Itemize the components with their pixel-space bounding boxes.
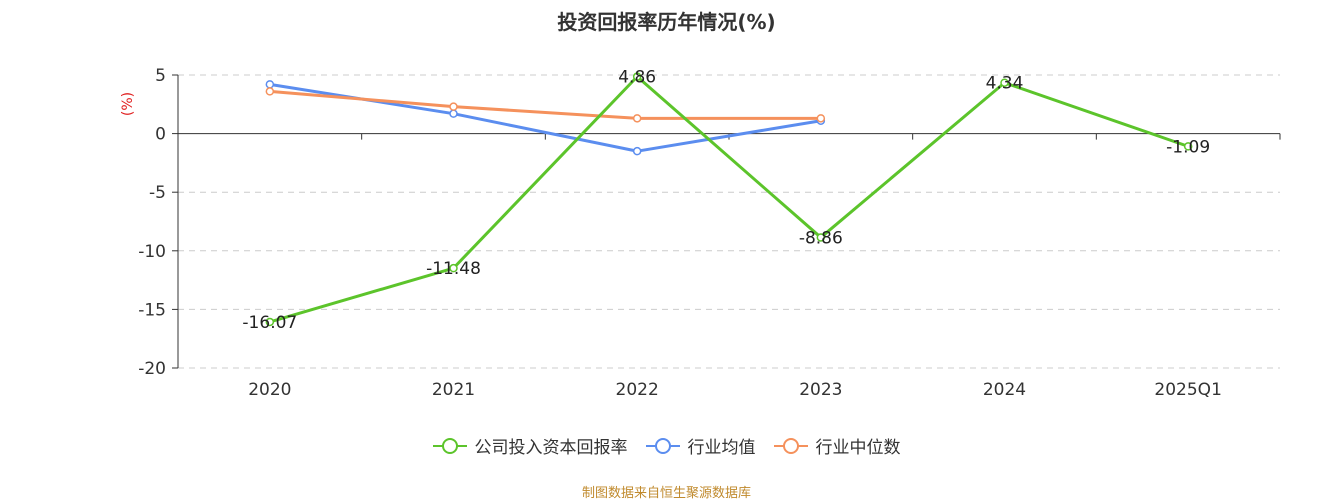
data-point[interactable] — [1000, 78, 1009, 87]
y-tick-label: -10 — [138, 242, 166, 262]
data-point[interactable] — [265, 80, 275, 89]
legend-marker-icon — [432, 437, 467, 454]
data-point[interactable] — [449, 263, 458, 273]
data-label: 4.86 — [618, 68, 656, 88]
y-tick-label: 5 — [155, 66, 166, 86]
x-tick-label: 2020 — [248, 380, 291, 400]
data-point[interactable] — [449, 102, 458, 111]
legend: 公司投入资本回报率 行业均值 行业中位数 — [0, 433, 1333, 458]
data-labels: -16.07 -11.48 4.86 -8.86 4.34 -1.09 — [242, 68, 1210, 333]
y-axis-label: (%) — [120, 92, 136, 116]
data-label: -16.07 — [242, 313, 297, 333]
y-tick-label: -15 — [138, 300, 166, 320]
x-tick-label: 2023 — [799, 380, 842, 400]
line-chart: 5 0 -5 -10 -15 -20 (%) 2020 2021 2022 2023 2024 2025… — [120, 66, 1281, 400]
grid-lines — [178, 74, 1280, 369]
x-tick-label: 2025Q1 — [1154, 380, 1221, 400]
data-point[interactable] — [632, 146, 642, 156]
legend-marker-icon — [773, 437, 808, 454]
series-line — [269, 75, 1189, 324]
axes: 5 0 -5 -10 -15 -20 (%) 2020 2021 2022 2023 2024 2025… — [120, 66, 1281, 400]
x-tick-label: 2022 — [616, 380, 659, 400]
data-label: -11.48 — [426, 259, 481, 279]
series-lines — [265, 72, 1193, 327]
y-tick-label: -5 — [149, 183, 166, 203]
legend-item[interactable]: 行业中位数 — [773, 433, 901, 458]
data-point[interactable] — [265, 317, 275, 327]
data-point[interactable] — [632, 72, 642, 81]
source-note: 制图数据来自恒生聚源数据库 — [581, 486, 751, 501]
data-label: 4.34 — [986, 74, 1024, 94]
legend-item[interactable]: 行业均值 — [645, 433, 756, 458]
data-point[interactable] — [816, 114, 826, 123]
legend-marker-icon — [645, 437, 680, 454]
x-tick-label: 2024 — [983, 380, 1026, 400]
data-label: -8.86 — [799, 228, 843, 248]
data-point[interactable] — [816, 233, 826, 242]
data-point[interactable] — [632, 114, 642, 123]
legend-label: 行业中位数 — [815, 438, 901, 458]
y-tick-label: -20 — [138, 359, 166, 379]
legend-label: 行业均值 — [687, 438, 756, 458]
data-point[interactable] — [449, 109, 458, 118]
data-point[interactable] — [265, 87, 275, 96]
series-line — [269, 89, 821, 120]
legend-label: 公司投入资本回报率 — [474, 438, 628, 458]
y-tick-label: 0 — [155, 125, 166, 145]
data-label: -1.09 — [1166, 137, 1210, 157]
chart-title: 投资回报率历年情况(%) — [557, 10, 776, 34]
legend-item[interactable]: 公司投入资本回报率 — [432, 433, 628, 458]
x-tick-label: 2021 — [432, 380, 475, 400]
data-point[interactable] — [1183, 142, 1193, 151]
